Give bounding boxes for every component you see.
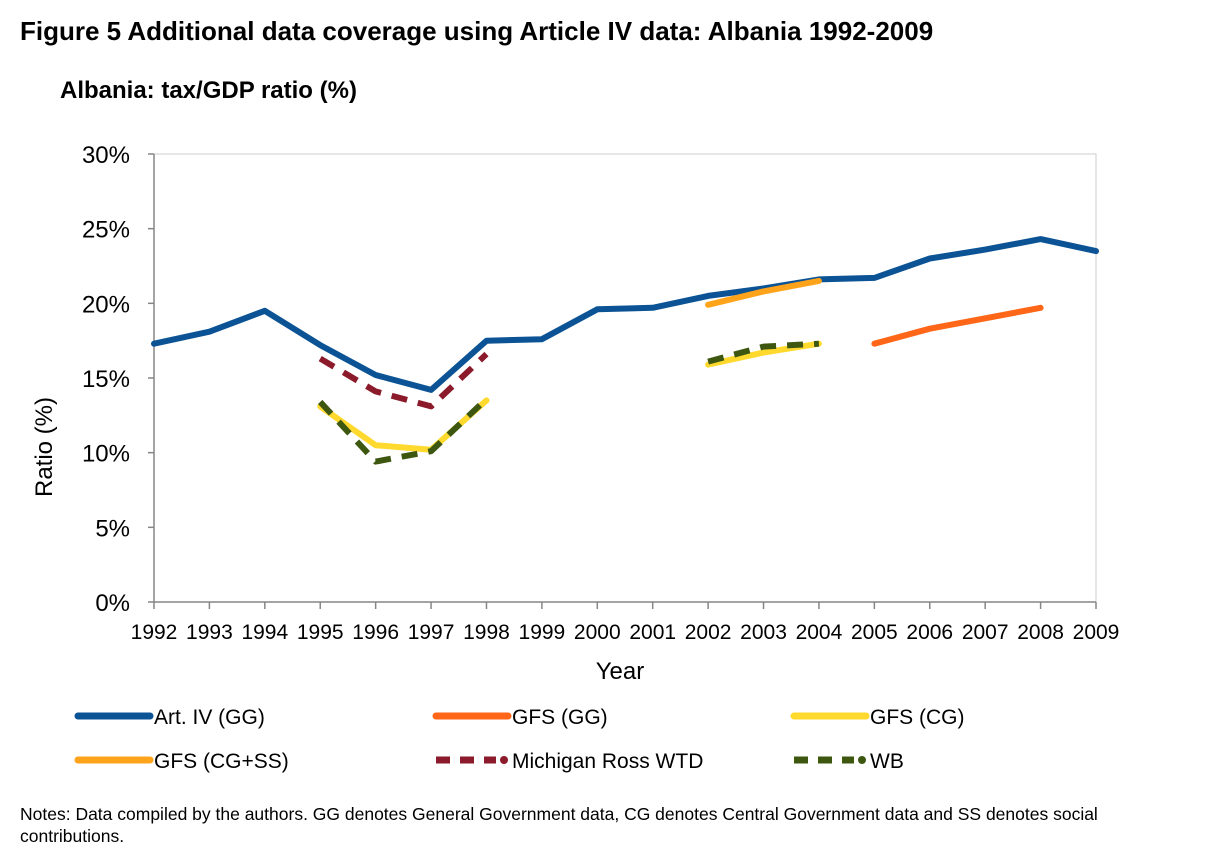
x-tick-label: 1993 [186, 621, 233, 644]
x-tick-label: 1992 [131, 621, 178, 644]
legend-item: GFS (CG) [790, 706, 965, 729]
y-tick-label: 15% [82, 366, 130, 393]
legend-label: GFS (GG) [512, 706, 608, 729]
legend-label: WB [870, 750, 904, 773]
legend-label: Art. IV (GG) [154, 706, 265, 729]
x-axis-ticks: 1992 1993 1994 1995 1996 1997 1998 1999 2000 2001… [131, 602, 1120, 644]
x-tick-label: 2003 [740, 621, 787, 644]
chart-title: Albania: tax/GDP ratio (%) [60, 77, 357, 104]
legend-label: Michigan Ross WTD [512, 750, 703, 773]
x-tick-label: 2004 [796, 621, 843, 644]
legend-item: Michigan Ross WTD [436, 750, 703, 773]
x-tick-label: 2009 [1073, 621, 1120, 644]
series-michigan-ross-wtd [318, 351, 489, 410]
y-axis-ticks: 0% 5% 10% 15% 20% 25% 30% [82, 142, 154, 617]
y-tick-label: 25% [82, 217, 130, 244]
x-tick-label: 1999 [519, 621, 566, 644]
legend-item: Art. IV (GG) [74, 706, 265, 729]
x-tick-label: 1994 [241, 621, 288, 644]
plot-area-border [153, 153, 1097, 603]
legend-swatch-dot [858, 756, 866, 764]
x-tick-label: 2008 [1017, 621, 1064, 644]
x-tick-label: 2005 [851, 621, 898, 644]
series-line-segment [871, 304, 1044, 347]
figure-notes: Notes: Data compiled by the authors. GG … [20, 804, 1098, 846]
y-tick-label: 5% [95, 515, 130, 542]
x-tick-label: 2006 [906, 621, 953, 644]
series-wb [318, 340, 820, 465]
line-chart: Albania: tax/GDP ratio (%) 0% 5% 10% 15% 20%… [31, 77, 1120, 773]
series-line-segment [705, 277, 822, 308]
x-tick-label: 2000 [574, 621, 621, 644]
legend-label: GFS (CG) [870, 706, 965, 729]
x-tick-label: 2001 [629, 621, 676, 644]
series-gfs-gg [871, 304, 1044, 347]
series-line-segment [151, 236, 1099, 393]
legend-swatch-dot [500, 756, 508, 764]
series-line-segment [707, 340, 820, 365]
y-tick-label: 0% [95, 590, 130, 617]
x-axis-label: Year [596, 658, 645, 685]
x-tick-label: 1995 [297, 621, 344, 644]
series-gfs-cg-ss [705, 277, 822, 308]
series-line-segment [318, 351, 489, 410]
series-line-segment [318, 396, 489, 465]
y-tick-label: 30% [82, 142, 130, 169]
x-tick-label: 2007 [962, 621, 1009, 644]
legend: Art. IV (GG) GFS (GG) GFS (CG) GFS (CG+SS) M… [74, 706, 965, 773]
legend-item: WB [794, 750, 904, 773]
figure-title: Figure 5 Additional data coverage using … [20, 16, 934, 46]
legend-label: GFS (CG+SS) [154, 750, 289, 773]
y-axis-label: Ratio (%) [31, 397, 58, 497]
y-tick-label: 10% [82, 441, 130, 468]
x-tick-label: 1998 [463, 621, 510, 644]
x-tick-label: 1996 [352, 621, 399, 644]
x-tick-label: 1997 [408, 621, 455, 644]
y-tick-label: 20% [82, 291, 130, 318]
series-lines [151, 236, 1099, 465]
legend-item: GFS (CG+SS) [74, 750, 289, 773]
legend-item: GFS (GG) [432, 706, 608, 729]
series-art-iv-gg [151, 236, 1099, 393]
x-tick-label: 2002 [685, 621, 732, 644]
